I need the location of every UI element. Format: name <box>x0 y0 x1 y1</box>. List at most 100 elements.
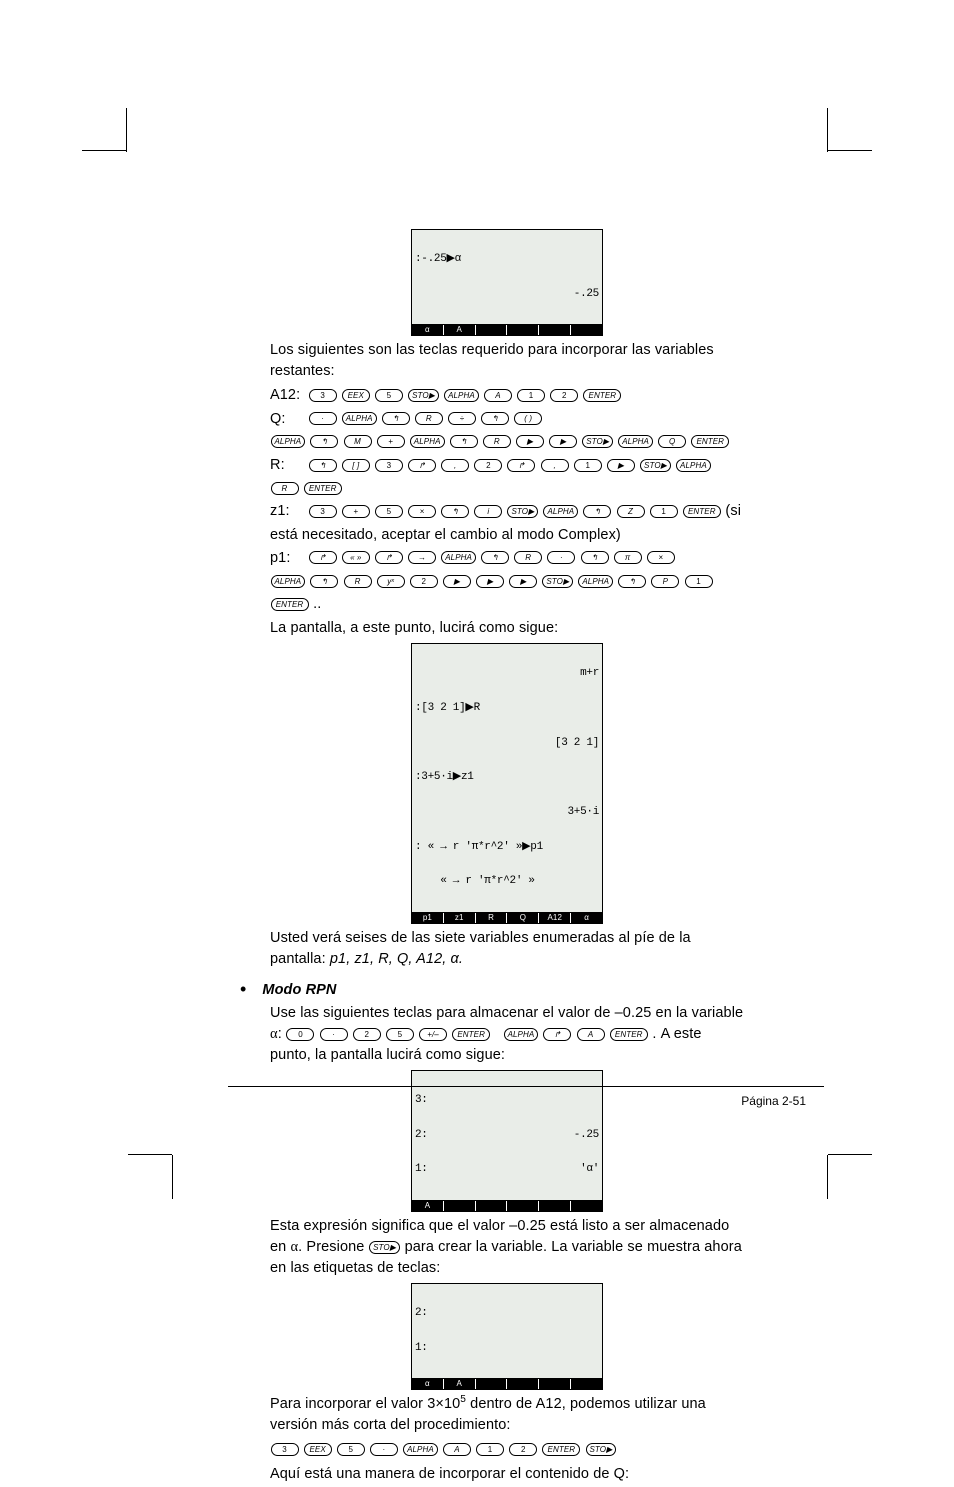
key-eex: EEX <box>304 1443 332 1456</box>
screen-text: 2: <box>415 1308 428 1320</box>
key-2: 2 <box>353 1028 381 1041</box>
key-plus: + <box>342 505 370 518</box>
crop-mark <box>126 108 127 152</box>
key-r: R <box>344 575 372 588</box>
key-alpha: ALPHA <box>403 1443 438 1456</box>
key-1: 1 <box>685 575 713 588</box>
key-times: × <box>647 551 675 564</box>
var-list: p1, z1, R, Q, A12, α. <box>330 951 463 967</box>
screen-text: 'α' <box>580 1164 599 1176</box>
key-sequence-q: Q: · ALPHA ↰ R ÷ ↰ ( ) ALPHA ↰ M + ALPHA… <box>270 408 744 454</box>
calc-screen-2: m+r :[3 2 1]▶R [3 2 1] :3+5·i▶z1 3+5·i :… <box>411 643 603 924</box>
key-alpha: ALPHA <box>504 1028 539 1041</box>
key-comma: , <box>441 459 469 472</box>
key-ls: ↰ <box>309 459 337 472</box>
key-dot: · <box>547 551 575 564</box>
key-i: i <box>474 505 502 518</box>
key-yx: yˣ <box>377 575 405 588</box>
key-r: R <box>483 435 511 448</box>
paragraph: La pantalla, a este punto, lucirá como s… <box>270 618 744 639</box>
menu-cell: A <box>412 1201 444 1211</box>
key-ls: ↰ <box>583 505 611 518</box>
menu-cell <box>444 1201 476 1211</box>
crop-mark <box>828 150 872 151</box>
screen-text: 1: <box>415 1343 428 1355</box>
key-dot: · <box>320 1028 348 1041</box>
paragraph: Aquí está una manera de incorporar el co… <box>270 1464 744 1485</box>
key-enter: ENTER <box>610 1028 648 1041</box>
screen-text: m+r <box>580 668 599 680</box>
key-5: 5 <box>386 1028 414 1041</box>
screen-text: :3+5·i▶z1 <box>415 772 474 784</box>
key-3: 3 <box>309 505 337 518</box>
key-pi: π <box>614 551 642 564</box>
key-enter: ENTER <box>452 1028 490 1041</box>
key-sto: STO▶ <box>640 459 671 472</box>
menu-cell: z1 <box>444 913 476 923</box>
text: . Presione <box>298 1239 368 1255</box>
screen-text: -.25 <box>574 1130 599 1142</box>
menu-cell: p1 <box>412 913 444 923</box>
menu-cell <box>571 325 602 335</box>
key-right: ▶ <box>509 575 537 588</box>
menu-cell <box>539 325 571 335</box>
menu-cell <box>571 1201 602 1211</box>
text: Use las siguientes teclas para almacenar… <box>270 1005 743 1021</box>
menu-cell: A <box>444 1379 476 1389</box>
key-a: A <box>443 1443 471 1456</box>
screen-text: 3: <box>415 1095 428 1107</box>
key-alpha: ALPHA <box>410 435 445 448</box>
key-0: 0 <box>286 1028 314 1041</box>
menu-cell: α <box>571 913 602 923</box>
key-a: A <box>577 1028 605 1041</box>
paragraph: Esta expresión significa que el valor –0… <box>270 1216 744 1279</box>
key-p: P <box>651 575 679 588</box>
key-m: M <box>344 435 372 448</box>
key-5: 5 <box>375 505 403 518</box>
key-ls: ↰ <box>481 551 509 564</box>
key-enter: ENTER <box>683 505 721 518</box>
key-sequence-a12: A12: 3 EEX 5 STO▶ ALPHA A 1 2 ENTER <box>270 384 744 407</box>
key-alpha: ALPHA <box>444 389 479 402</box>
key-ls: ↰ <box>481 412 509 425</box>
key-3: 3 <box>375 459 403 472</box>
calc-screen-4: 2: 1: α A <box>411 1283 603 1390</box>
key-2: 2 <box>509 1443 537 1456</box>
key-comma: , <box>541 459 569 472</box>
menu-cell: A12 <box>539 913 571 923</box>
menu-cell: α <box>412 1379 444 1389</box>
menu-cell <box>476 325 508 335</box>
crop-mark <box>828 1154 872 1155</box>
key-arrow: → <box>408 551 436 564</box>
key-alpha: ALPHA <box>578 575 613 588</box>
screen-menubar: α A <box>412 324 602 335</box>
menu-cell: Q <box>507 913 539 923</box>
paragraph: Para incorporar el valor 3×105 dentro de… <box>270 1394 744 1436</box>
var-label: p1: <box>270 547 304 570</box>
key-r: R <box>271 482 299 495</box>
key-sto: STO▶ <box>582 435 613 448</box>
key-r: R <box>415 412 443 425</box>
key-sequence-r: R: ↰ [ ] 3 ↱ , 2 ↱ , 1 ▶ STO▶ ALPHA R EN… <box>270 454 744 500</box>
key-2: 2 <box>550 389 578 402</box>
key-r: R <box>514 551 542 564</box>
key-times: × <box>408 505 436 518</box>
key-alpha: ALPHA <box>271 575 306 588</box>
key-sto: STO▶ <box>586 1443 617 1456</box>
key-1: 1 <box>574 459 602 472</box>
page-number: Página 2-51 <box>741 1094 806 1108</box>
key-ls: ↰ <box>310 575 338 588</box>
menu-cell <box>539 1201 571 1211</box>
screen-menubar: p1 z1 R Q A12 α <box>412 912 602 923</box>
key-alpha: ALPHA <box>543 505 578 518</box>
key-right: ▶ <box>443 575 471 588</box>
key-dot: · <box>309 412 337 425</box>
var-label: A12: <box>270 384 304 407</box>
key-alpha: ALPHA <box>441 551 476 564</box>
key-sto: STO▶ <box>542 575 573 588</box>
key-2: 2 <box>410 575 438 588</box>
menu-cell <box>476 1379 508 1389</box>
key-1: 1 <box>517 389 545 402</box>
key-right: ▶ <box>607 459 635 472</box>
crop-mark <box>82 150 126 151</box>
